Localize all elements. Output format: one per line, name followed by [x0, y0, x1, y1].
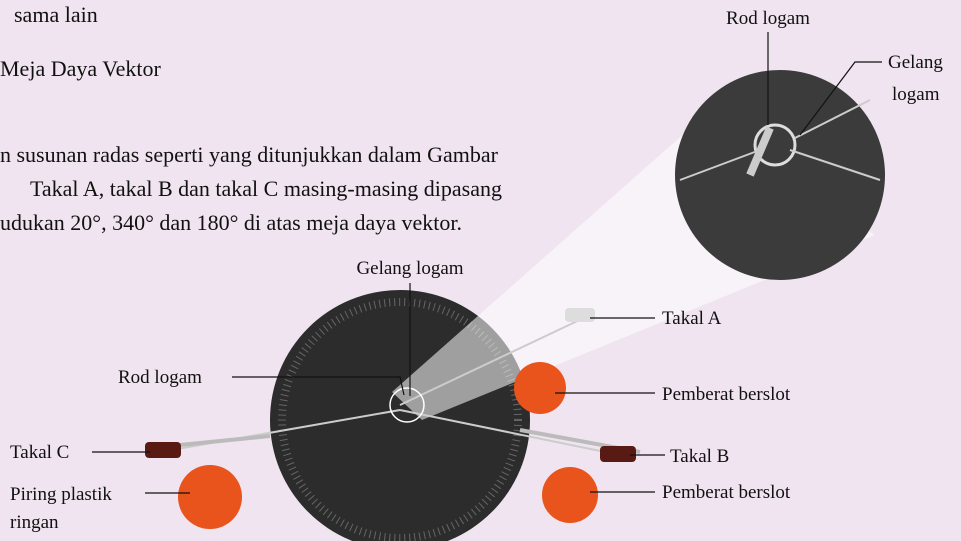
- page: {"text":{"lines":["sama lain","Meja Daya…: [0, 0, 961, 541]
- label: Rod logam: [118, 367, 202, 388]
- weight: [542, 467, 598, 523]
- inset-zoom: [675, 70, 885, 280]
- label: Takal B: [670, 446, 729, 467]
- weight: [514, 362, 566, 414]
- pulley: [145, 442, 181, 458]
- label: Pemberat berslot: [662, 482, 791, 503]
- label: Pemberat berslot: [662, 384, 791, 405]
- pulley: [565, 308, 595, 322]
- label: Rod logam: [726, 8, 810, 29]
- text-line: Takal A, takal B dan takal C masing-masi…: [30, 176, 502, 201]
- label: Gelang logam: [356, 258, 463, 279]
- text-line: udukan 20°, 340° dan 180° di atas meja d…: [0, 210, 462, 235]
- label: Takal C: [10, 442, 69, 463]
- text-line: Meja Daya Vektor: [0, 56, 162, 81]
- plate: [178, 465, 242, 529]
- label: Gelang: [888, 52, 943, 73]
- page-canvas: sama lain Meja Daya Vektor n susunan rad…: [0, 0, 961, 541]
- label: logam: [892, 84, 940, 105]
- apparatus: [145, 70, 885, 541]
- text-line: sama lain: [14, 2, 98, 27]
- label: ringan: [10, 512, 59, 533]
- pulley: [600, 446, 636, 462]
- text-line: n susunan radas seperti yang ditunjukkan…: [0, 142, 499, 167]
- label: Takal A: [662, 308, 722, 329]
- label: Piring plastik: [10, 484, 112, 505]
